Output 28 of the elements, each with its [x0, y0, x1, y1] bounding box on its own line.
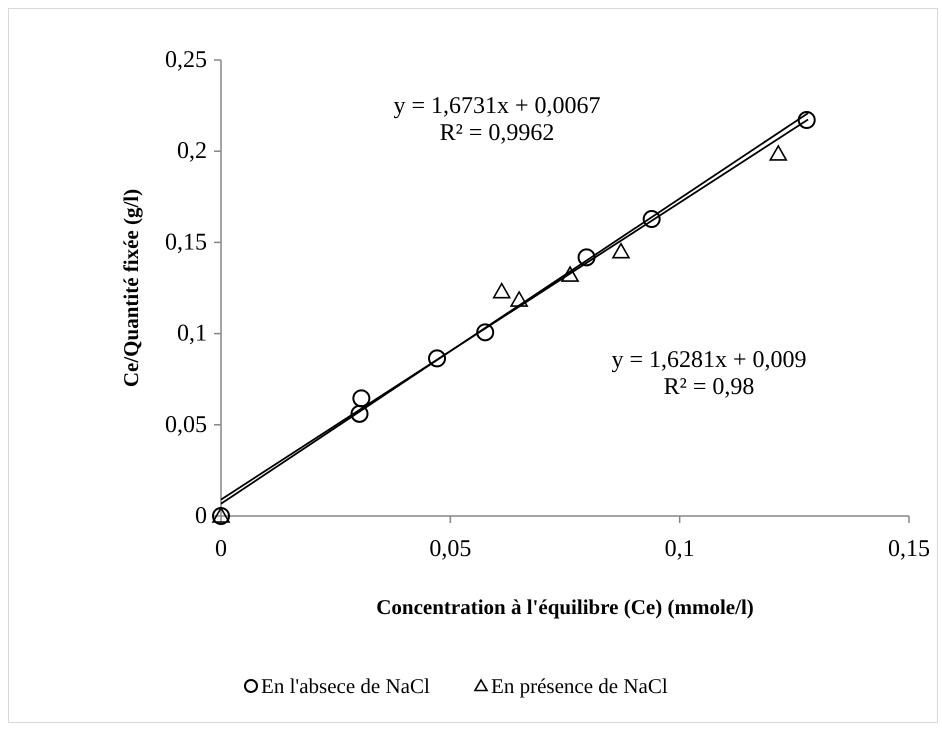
point	[510, 291, 528, 307]
point	[612, 242, 630, 258]
y-tick-label: 0,1	[177, 320, 207, 347]
point	[352, 389, 370, 408]
point	[578, 248, 596, 266]
annotation: y = 1,6731x + 0,0067 R² = 0,9962	[393, 93, 601, 146]
y-tick-label: 0,15	[165, 229, 207, 256]
annotation: y = 1,6281x + 0,009 R² = 0,98	[611, 347, 807, 400]
point	[769, 145, 788, 161]
point	[492, 282, 511, 298]
point	[642, 210, 661, 228]
y-tick-label: 0,25	[165, 47, 207, 73]
x-tick-label: 0	[215, 536, 227, 562]
legend-label: En présence de NaCl	[491, 674, 668, 698]
point	[798, 111, 816, 130]
y-tick-label: 0	[195, 503, 207, 529]
point	[350, 404, 369, 423]
point	[428, 349, 446, 368]
x-axis-title: Concentration à l'équilibre (Ce) (mmole/l)	[376, 595, 754, 619]
x-tick-label: 0,05	[429, 536, 472, 562]
y-tick-label: 0,05	[165, 412, 207, 438]
y-tick-label: 0,2	[177, 138, 207, 164]
point	[476, 323, 494, 342]
point	[561, 266, 579, 282]
x-tick-label: 0,15	[888, 536, 930, 562]
x-tick-label: 0,1	[664, 536, 695, 562]
y-axis-title: Ce/Quantité fixée (g/l)	[119, 188, 143, 388]
legend-label: En l'absece de NaCl	[261, 674, 430, 698]
